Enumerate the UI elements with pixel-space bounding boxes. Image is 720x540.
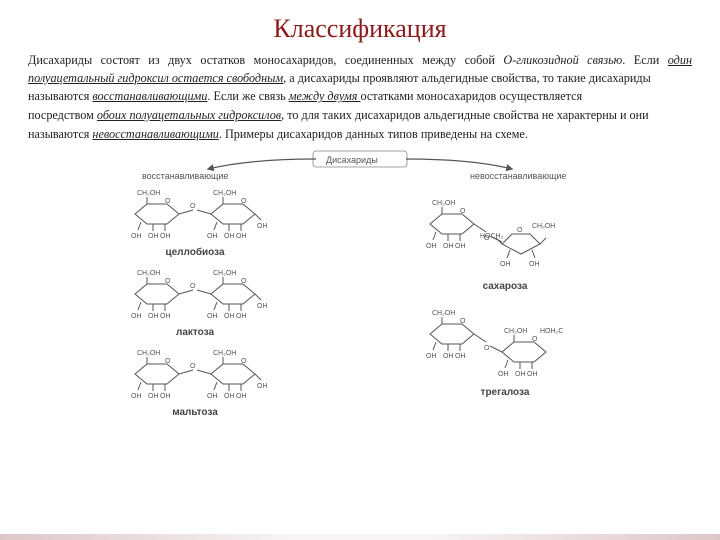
text-frag: , то для таких дисахаридов альдегидные с… — [281, 108, 649, 122]
compound-label: трегалоза — [481, 387, 530, 398]
underline-term: обоих полуацетальных гидроксилов — [97, 108, 281, 122]
page-title: Классификация — [0, 0, 720, 52]
underline-term: восстанавливающими — [92, 89, 207, 103]
svg-text:O: O — [484, 345, 490, 352]
text-frag: . Если — [622, 53, 667, 67]
text-frag: остатками моносахаридов осуществляется — [360, 89, 582, 103]
svg-text:OH: OH — [257, 303, 268, 310]
compound-label: лактоза — [176, 327, 215, 338]
svg-text:O: O — [190, 283, 196, 290]
svg-text:HOH₂C: HOH₂C — [540, 328, 563, 335]
body-text: Дисахариды состоят из двух остатков моно… — [0, 52, 720, 143]
text-frag: . Если же связь — [207, 89, 288, 103]
text-frag: называются — [28, 89, 92, 103]
svg-text:HOCH₂: HOCH₂ — [480, 233, 504, 240]
underline-term: между двумя — [289, 89, 361, 103]
text-frag: посредством — [28, 108, 97, 122]
compound-label: сахароза — [483, 281, 528, 292]
classification-diagram: OH OH OH CH₂OH O OH OH O Дисахариды восс… — [0, 149, 720, 444]
compound-label: мальтоза — [172, 407, 218, 418]
svg-text:OH: OH — [257, 223, 268, 230]
footer-decoration — [0, 534, 720, 540]
text-frag: . Примеры дисахаридов данных типов приве… — [219, 127, 528, 141]
svg-text:O: O — [190, 363, 196, 370]
text-frag: называются — [28, 127, 92, 141]
text-frag: Дисахариды состоят из двух остатков моно… — [28, 53, 503, 67]
italic-term: О-гликозидной связью — [503, 53, 622, 67]
text-frag: , а дисахариды проявляют альдегидные сво… — [283, 71, 651, 85]
left-branch-label: восстанавливающие — [142, 171, 228, 181]
compound-label: целлобиоза — [165, 246, 225, 258]
underline-term: невосстанавливающими — [92, 127, 218, 141]
right-branch-label: невосстанавливающие — [470, 171, 566, 181]
svg-text:CH₂OH: CH₂OH — [532, 223, 555, 230]
svg-text:O: O — [190, 203, 196, 210]
svg-text:OH: OH — [257, 383, 268, 390]
root-label: Дисахариды — [326, 155, 378, 165]
